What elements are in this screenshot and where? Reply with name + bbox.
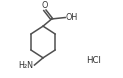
Text: OH: OH	[66, 13, 78, 22]
Text: HCl: HCl	[86, 56, 101, 65]
Text: H₂N: H₂N	[18, 61, 33, 70]
Text: O: O	[41, 1, 47, 10]
